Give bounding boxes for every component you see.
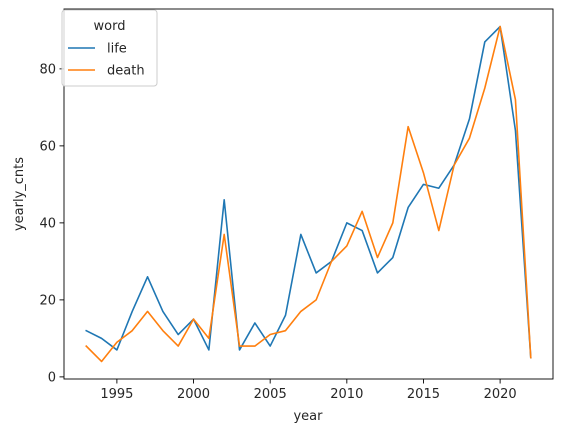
legend-title: word [94, 19, 126, 34]
legend-entries: life death [68, 42, 145, 79]
x-axis-ticks: 1995 2000 2005 2010 2015 2020 [100, 379, 517, 402]
legend: word life death [61, 9, 158, 87]
x-tick-label: 2015 [407, 387, 440, 402]
x-tick-label: 1995 [100, 387, 133, 402]
x-tick-label: 2020 [484, 387, 517, 402]
series-line-life [85, 25, 532, 359]
axes-border [63, 8, 554, 380]
x-tick-label: 2005 [254, 387, 287, 402]
legend-label-life: life [107, 42, 127, 57]
y-tick-label: 20 [39, 293, 56, 308]
series-layer [85, 25, 532, 363]
x-tick-label: 2000 [177, 387, 210, 402]
series-line-death [85, 25, 532, 363]
y-axis-label: yearly_cnts [12, 157, 27, 231]
y-tick-label: 80 [39, 62, 56, 77]
y-tick-label: 0 [48, 370, 56, 385]
legend-box [61, 9, 158, 87]
y-axis-ticks: 0 20 40 60 80 [39, 62, 64, 385]
legend-label-death: death [107, 64, 145, 79]
y-tick-label: 60 [39, 139, 56, 154]
x-axis-label: year [293, 409, 323, 424]
y-tick-label: 40 [39, 216, 56, 231]
axes-frame [63, 8, 554, 380]
x-tick-label: 2010 [330, 387, 363, 402]
